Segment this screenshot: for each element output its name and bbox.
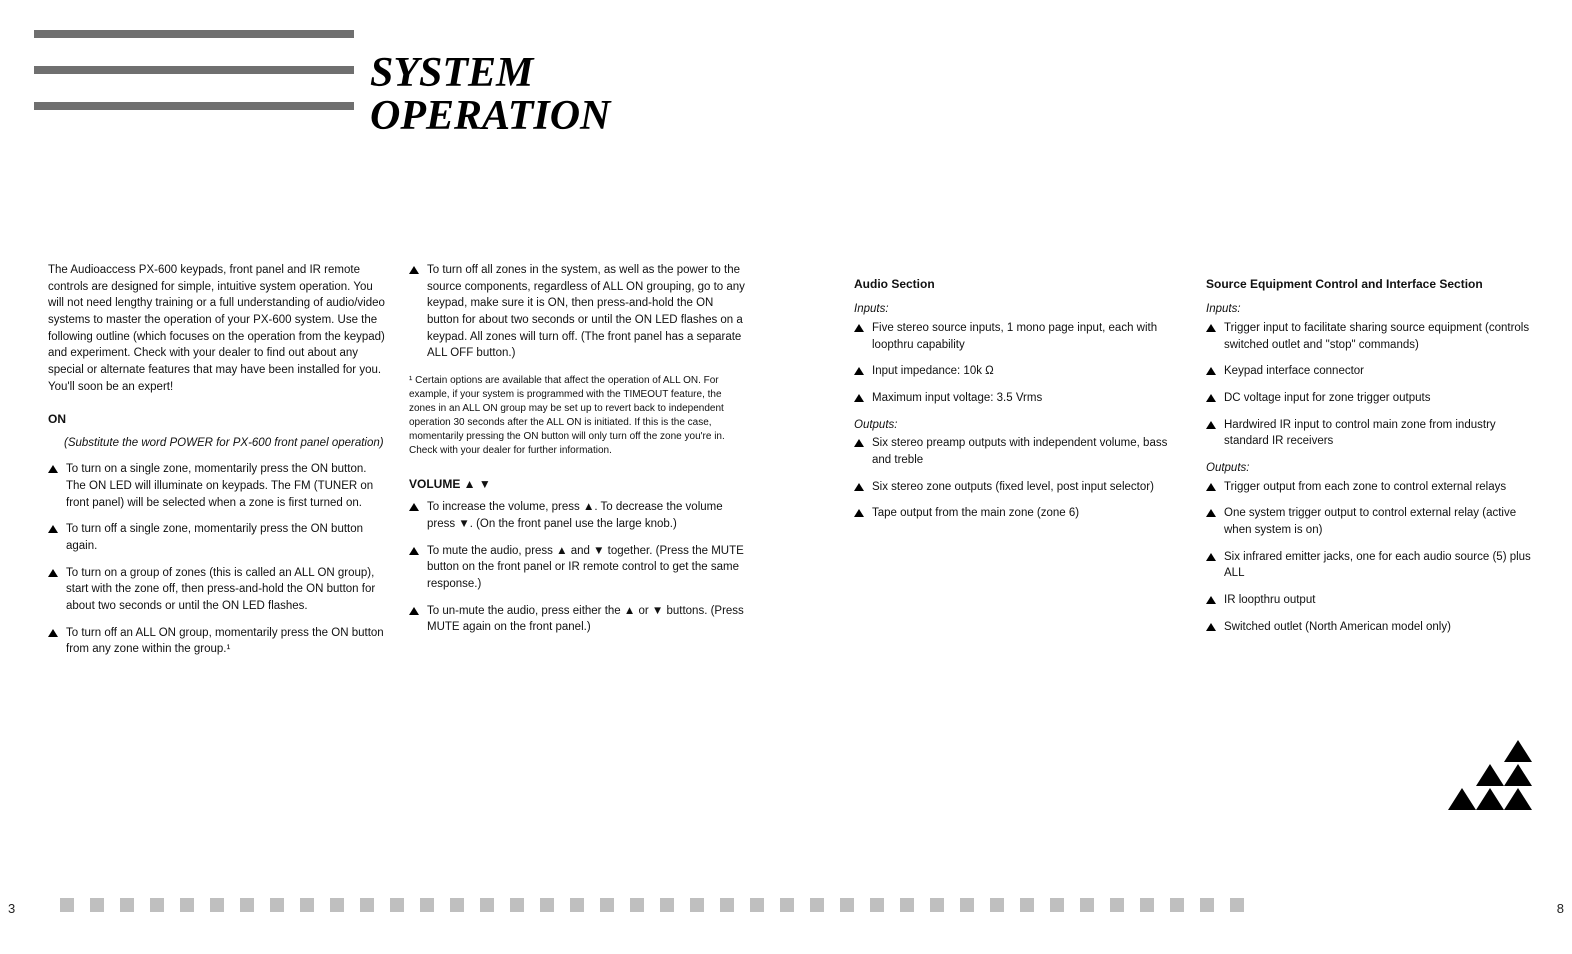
list-item: To mute the audio, press ▲ and ▼ togethe…	[409, 543, 746, 593]
header-bar	[34, 30, 354, 38]
list-item: To increase the volume, press ▲. To decr…	[409, 499, 746, 532]
label-inputs: Inputs:	[854, 301, 1182, 318]
src-inputs-list: Trigger input to facilitate sharing sour…	[1206, 320, 1534, 450]
list-item: Input impedance: 10k Ω	[854, 363, 1182, 380]
list-item: To turn off all zones in the system, as …	[409, 262, 746, 362]
footnote: ¹ Certain options are available that aff…	[409, 374, 746, 458]
list-item: Keypad interface connector	[1206, 363, 1534, 380]
page-number-right: 8	[1557, 901, 1564, 916]
heading-volume: VOLUME ▲ ▼	[409, 476, 746, 493]
list-item: To turn off an ALL ON group, momentarily…	[48, 625, 385, 658]
list-item: Switched outlet (North American model on…	[1206, 619, 1534, 636]
page-right: SPECIFICATIONS Audio Section Inputs: Fiv…	[786, 0, 1572, 954]
page-title-left: SYSTEM OPERATION	[370, 52, 610, 138]
heading-source: Source Equipment Control and Interface S…	[1206, 276, 1534, 293]
title-line1: SYSTEM	[370, 50, 533, 96]
page-number-left: 3	[8, 901, 15, 916]
page-left: SYSTEM OPERATION The Audioaccess PX-600 …	[0, 0, 786, 954]
list-item: Maximum input voltage: 3.5 Vrms	[854, 390, 1182, 407]
list-item: Tape output from the main zone (zone 6)	[854, 505, 1182, 522]
left-col-2: To turn off all zones in the system, as …	[409, 262, 746, 668]
right-col-1: Audio Section Inputs: Five stereo source…	[854, 262, 1182, 645]
footer-dots	[60, 898, 1512, 912]
subheading-on: (Substitute the word POWER for PX-600 fr…	[48, 435, 385, 452]
left-col-1: The Audioaccess PX-600 keypads, front pa…	[48, 262, 385, 668]
label-outputs: Outputs:	[854, 417, 1182, 434]
label-inputs-2: Inputs:	[1206, 301, 1534, 318]
right-col-2: Source Equipment Control and Interface S…	[1206, 262, 1534, 645]
audio-inputs-list: Five stereo source inputs, 1 mono page i…	[854, 320, 1182, 407]
list-item: Trigger output from each zone to control…	[1206, 479, 1534, 496]
label-outputs-2: Outputs:	[1206, 460, 1534, 477]
list-item: To turn on a group of zones (this is cal…	[48, 565, 385, 615]
audio-outputs-list: Six stereo preamp outputs with independe…	[854, 435, 1182, 522]
intro-paragraph: The Audioaccess PX-600 keypads, front pa…	[48, 262, 385, 395]
list-item: Hardwired IR input to control main zone …	[1206, 417, 1534, 450]
on-list: To turn on a single zone, momentarily pr…	[48, 461, 385, 658]
list-item: Six stereo zone outputs (fixed level, po…	[854, 479, 1182, 496]
header-bar	[34, 66, 354, 74]
list-item: Six stereo preamp outputs with independe…	[854, 435, 1182, 468]
heading-on: ON	[48, 411, 385, 428]
list-item: To un-mute the audio, press either the ▲…	[409, 603, 746, 636]
list-item: Five stereo source inputs, 1 mono page i…	[854, 320, 1182, 353]
title-line2: OPERATION	[370, 93, 610, 139]
list-item: Trigger input to facilitate sharing sour…	[1206, 320, 1534, 353]
list-item: DC voltage input for zone trigger output…	[1206, 390, 1534, 407]
list-item: Six infrared emitter jacks, one for each…	[1206, 549, 1534, 582]
heading-audio: Audio Section	[854, 276, 1182, 293]
list-item: To turn off a single zone, momentarily p…	[48, 521, 385, 554]
list-item: To turn on a single zone, momentarily pr…	[48, 461, 385, 511]
header-bar	[34, 102, 354, 110]
volume-list: To increase the volume, press ▲. To decr…	[409, 499, 746, 636]
src-outputs-list: Trigger output from each zone to control…	[1206, 479, 1534, 636]
list-item: IR loopthru output	[1206, 592, 1534, 609]
on-list-cont: To turn off all zones in the system, as …	[409, 262, 746, 362]
list-item: One system trigger output to control ext…	[1206, 505, 1534, 538]
